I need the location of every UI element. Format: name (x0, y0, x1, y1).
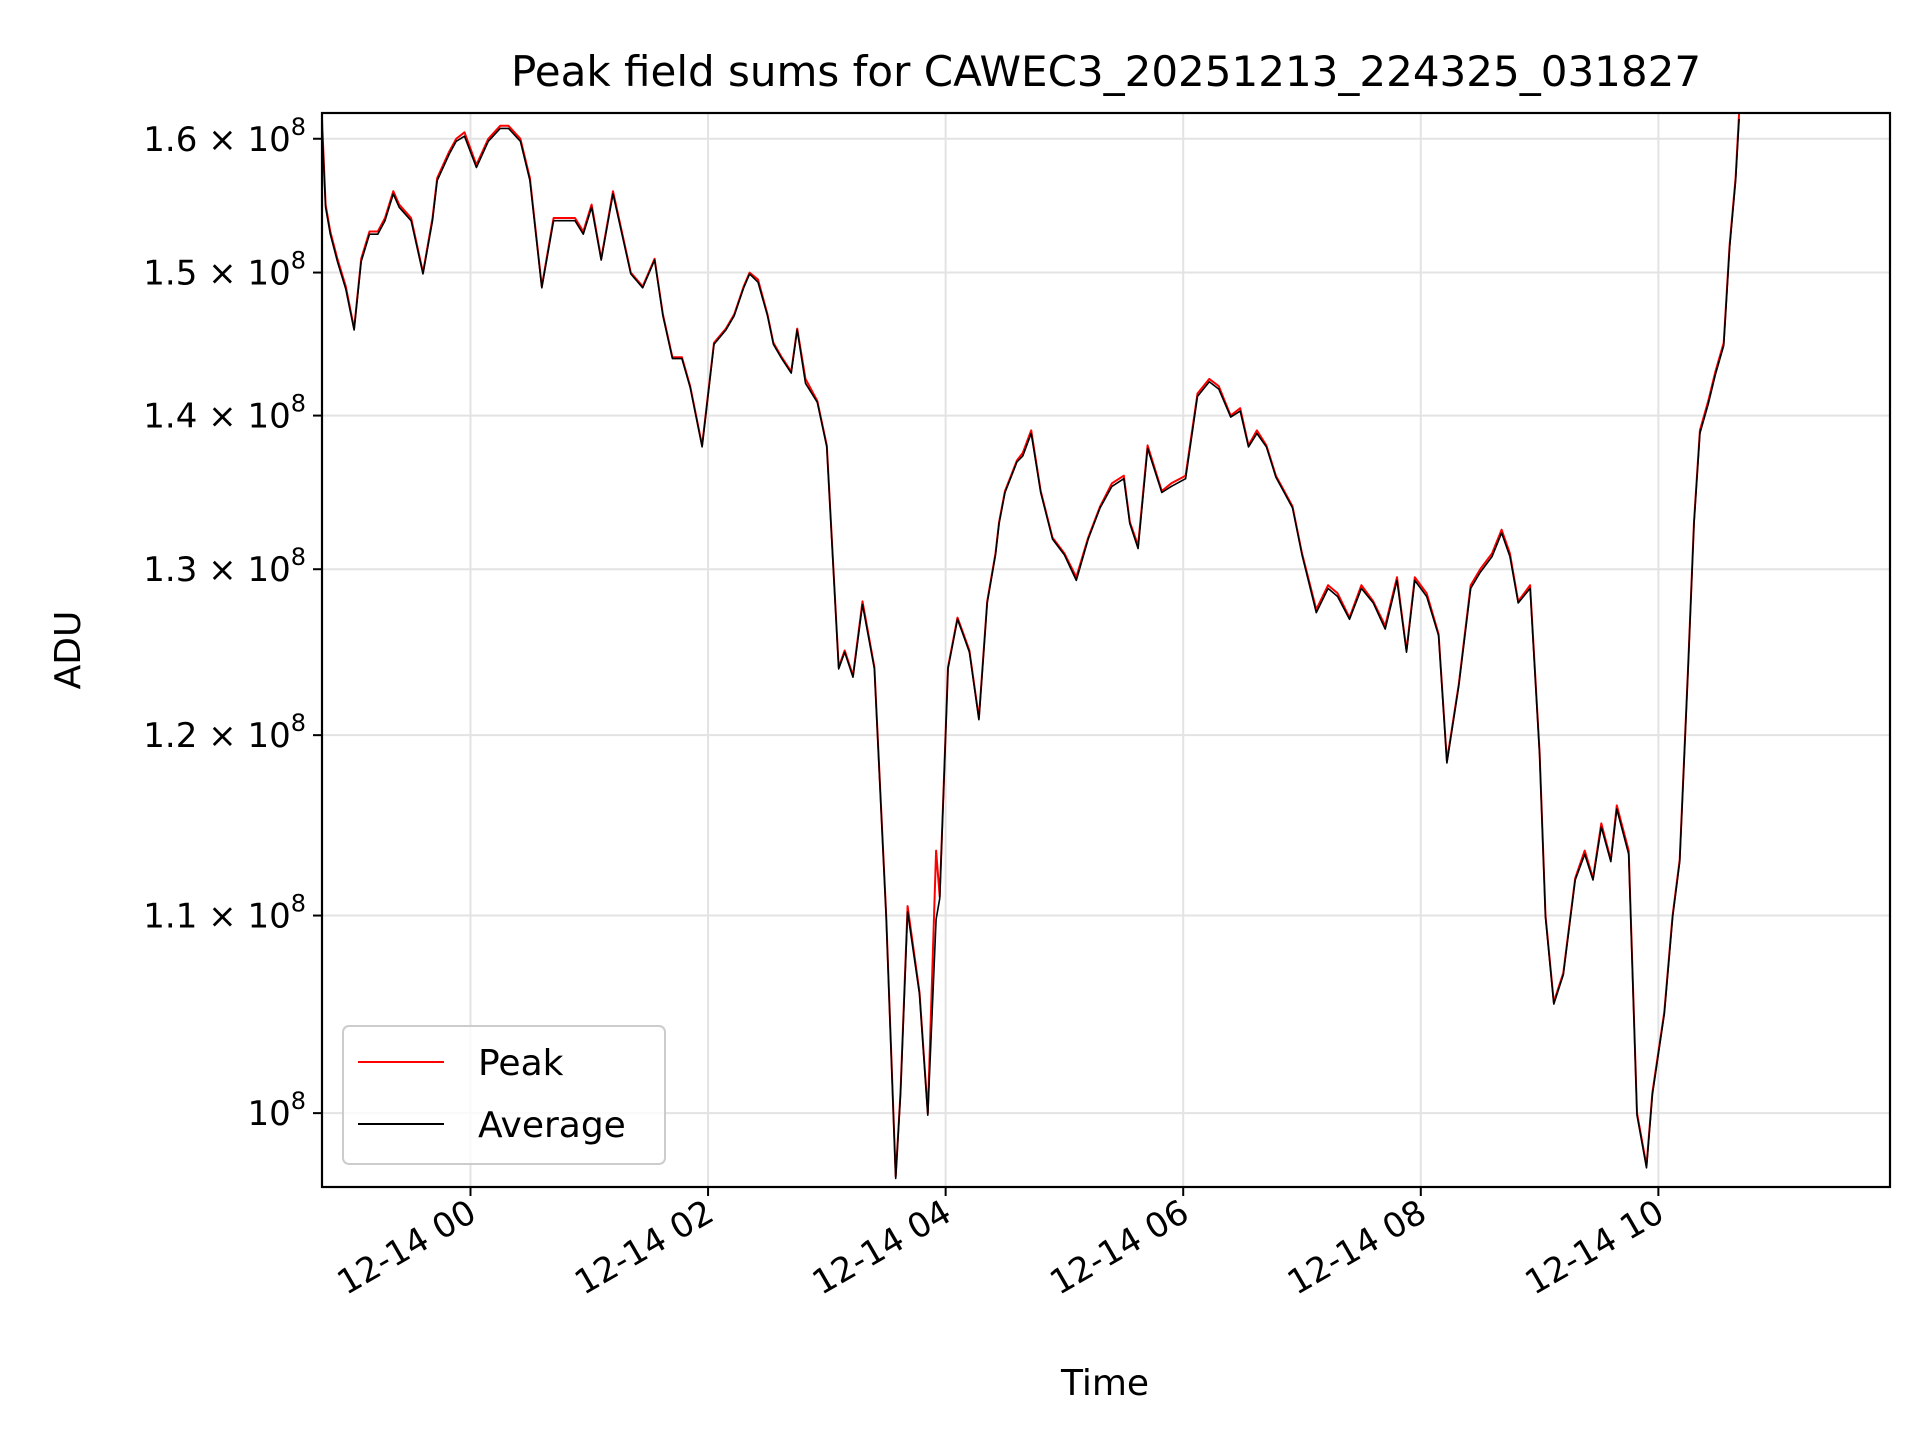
y-tick-exponent: 8 (291, 390, 306, 418)
y-tick-exponent: 8 (291, 543, 306, 571)
series-line-average (321, 118, 1740, 1180)
y-tick-label: 1.1 × 108 (143, 890, 306, 937)
grid (322, 113, 1890, 1187)
y-tick-mantissa: 1.1 × 10 (143, 897, 290, 937)
y-tick-label: 1.2 × 108 (143, 709, 306, 756)
y-tick-exponent: 8 (291, 113, 306, 141)
y-tick-mantissa: 1.2 × 10 (143, 716, 290, 756)
y-axis-label: ADU (48, 611, 89, 690)
series-layer (321, 112, 1741, 1180)
y-tick-exponent: 8 (291, 247, 306, 275)
y-tick-exponent: 8 (291, 890, 306, 918)
y-tick-mantissa: 1.4 × 10 (143, 397, 290, 437)
y-tick-exponent: 8 (291, 709, 306, 737)
legend-peak-label: Peak (478, 1043, 564, 1084)
y-tick-label: 1.4 × 108 (143, 390, 306, 437)
y-tick-exponent: 8 (291, 1087, 306, 1115)
legend-average-label: Average (478, 1105, 626, 1146)
y-tick-mantissa: 1.6 × 10 (143, 120, 290, 160)
chart-title: Peak field sums for CAWEC3_20251213_2243… (511, 47, 1701, 96)
legend: Peak Average (342, 1025, 666, 1165)
y-tick-label: 1.5 × 108 (143, 247, 306, 294)
y-tick-label: 108 (247, 1087, 306, 1134)
plot-frame (320, 111, 1892, 1189)
y-tick-mantissa: 1.5 × 10 (143, 254, 290, 294)
y-tick-mantissa: 1.3 × 10 (143, 550, 290, 590)
x-axis-label: Time (1060, 1363, 1149, 1404)
y-tick-label: 1.3 × 108 (143, 543, 306, 590)
y-tick-label: 1.6 × 108 (143, 113, 306, 160)
legend-box (342, 1025, 666, 1165)
y-tick-mantissa: 10 (247, 1094, 290, 1134)
